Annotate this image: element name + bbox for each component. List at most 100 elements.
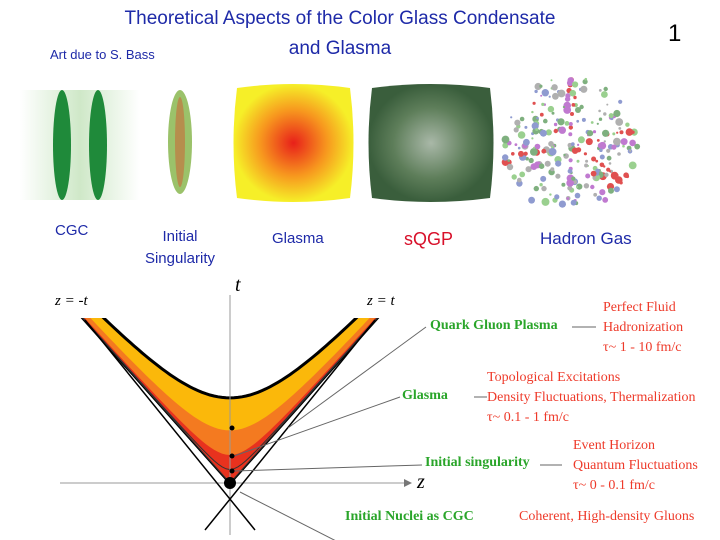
hadron-particle xyxy=(571,103,576,107)
hadron-particle xyxy=(574,192,581,199)
phase-initial-singularity: Initial singularity xyxy=(425,455,530,470)
stage-label-initial-singularity: Initial Singularity xyxy=(140,226,220,270)
hadron-particle xyxy=(590,170,597,177)
hadron-particle xyxy=(625,122,630,127)
hadron-particle xyxy=(568,132,573,137)
phase-initial-singularity-props: Event Horizon Quantum Fluctuations τ~ 0 - … xyxy=(573,436,698,496)
hadron-particle xyxy=(539,112,544,117)
hadron-particle xyxy=(606,148,611,153)
hadron-particle xyxy=(598,117,603,121)
hadron-particle xyxy=(541,197,550,206)
phase-glasma: Glasma xyxy=(402,388,448,403)
hadron-particle xyxy=(502,142,509,149)
hadron-particle xyxy=(599,148,603,152)
hadron-particle xyxy=(517,146,521,150)
prop: Density Fluctuations, Thermalization xyxy=(487,390,696,405)
hadron-particle xyxy=(533,185,539,192)
prop: Quantum Fluctuations xyxy=(573,458,698,473)
sqgp-image xyxy=(368,84,494,202)
hadron-particle xyxy=(534,89,538,94)
hadron-particle xyxy=(507,159,511,162)
hadron-particle xyxy=(553,122,558,127)
hadron-particle xyxy=(523,151,528,156)
hadron-particle xyxy=(566,197,570,200)
band-singularity xyxy=(82,318,378,484)
hadron-particle xyxy=(550,79,553,82)
hadron-particle xyxy=(568,122,573,126)
title-line2: and Glasma xyxy=(288,38,392,59)
hadron-particle xyxy=(581,117,586,122)
hadron-particle xyxy=(629,139,636,147)
hadron-particle xyxy=(501,158,510,166)
hadron-particle xyxy=(596,195,602,201)
hadron-particle xyxy=(576,119,580,123)
hadron-particle xyxy=(511,174,517,180)
hadron-particle xyxy=(618,99,623,104)
page-number: 1 xyxy=(668,20,682,47)
hadron-particle xyxy=(593,192,598,197)
hadron-particle xyxy=(598,109,601,113)
prop: Perfect Fluid xyxy=(603,300,676,315)
hadron-particle xyxy=(540,94,543,97)
hadron-particle xyxy=(549,193,552,196)
hadron-particle xyxy=(555,173,561,179)
hadron-particle xyxy=(577,143,580,146)
hadron-particle xyxy=(567,185,573,191)
hadron-particle xyxy=(548,147,557,156)
phase-qgp: Quark Gluon Plasma xyxy=(430,318,558,333)
hadron-particle xyxy=(562,105,566,109)
stage-label-sqgp: sQGP xyxy=(404,229,454,249)
hadron-particle xyxy=(587,130,594,137)
hadron-particle xyxy=(599,154,605,160)
pointer-lines xyxy=(233,326,596,540)
hadron-particle xyxy=(531,110,534,114)
hadron-particle xyxy=(596,122,599,125)
hadron-particle xyxy=(523,138,530,146)
hadron-particle xyxy=(617,152,621,156)
hadron-particle xyxy=(595,168,600,174)
prop: Hadronization xyxy=(603,320,684,335)
hadron-particle xyxy=(544,160,551,167)
prop: τ~ 1 - 10 fm/c xyxy=(603,340,682,355)
hadron-particle xyxy=(541,89,549,97)
z-axis-label: z xyxy=(417,471,425,493)
hadron-particle xyxy=(577,136,585,144)
hadron-particle xyxy=(625,128,634,136)
hadron-particle xyxy=(541,102,545,106)
hadron-particle xyxy=(576,183,583,190)
hadron-particle xyxy=(603,140,606,143)
phase-qgp-props: Perfect Fluid Hadronization τ~ 1 - 10 fm/c xyxy=(603,298,683,358)
hadron-particle xyxy=(553,128,558,134)
hadron-particle xyxy=(541,148,547,154)
hadron-particle xyxy=(571,176,576,181)
hadron-particle xyxy=(563,153,566,157)
hadron-particle xyxy=(513,127,519,133)
phase-initial-nuclei-props: Coherent, High-density Gluons xyxy=(519,509,695,524)
hadron-particle xyxy=(534,143,541,150)
hadron-particle xyxy=(535,128,539,131)
hadron-particle xyxy=(564,121,570,126)
left-cone-label: z = -t xyxy=(55,293,88,309)
prop: τ~ 0 - 0.1 fm/c xyxy=(573,478,656,493)
prop: τ~ 0.1 - 1 fm/c xyxy=(487,410,570,425)
hadron-particle xyxy=(506,163,514,171)
hadron-particle xyxy=(619,181,623,185)
hadron-particle xyxy=(572,179,578,185)
prop: Event Horizon xyxy=(573,438,656,453)
hadron-particle xyxy=(604,172,609,177)
hadron-particle xyxy=(608,187,614,194)
hadron-particle xyxy=(563,101,571,110)
hadron-particle xyxy=(592,130,597,134)
hadron-particle xyxy=(570,112,574,116)
hadron-particle xyxy=(579,104,584,110)
hadron-particle xyxy=(599,162,605,168)
hadron-particle xyxy=(511,152,515,156)
hadron-particle xyxy=(576,159,580,163)
phase-glasma-props: Topological Excitations Density Fluctuati… xyxy=(487,368,696,428)
prop: Topological Excitations xyxy=(487,370,621,385)
hadron-particle xyxy=(583,152,588,156)
hadron-particle xyxy=(584,77,588,81)
hadron-particle xyxy=(590,121,594,124)
hadron-particle xyxy=(570,199,577,206)
